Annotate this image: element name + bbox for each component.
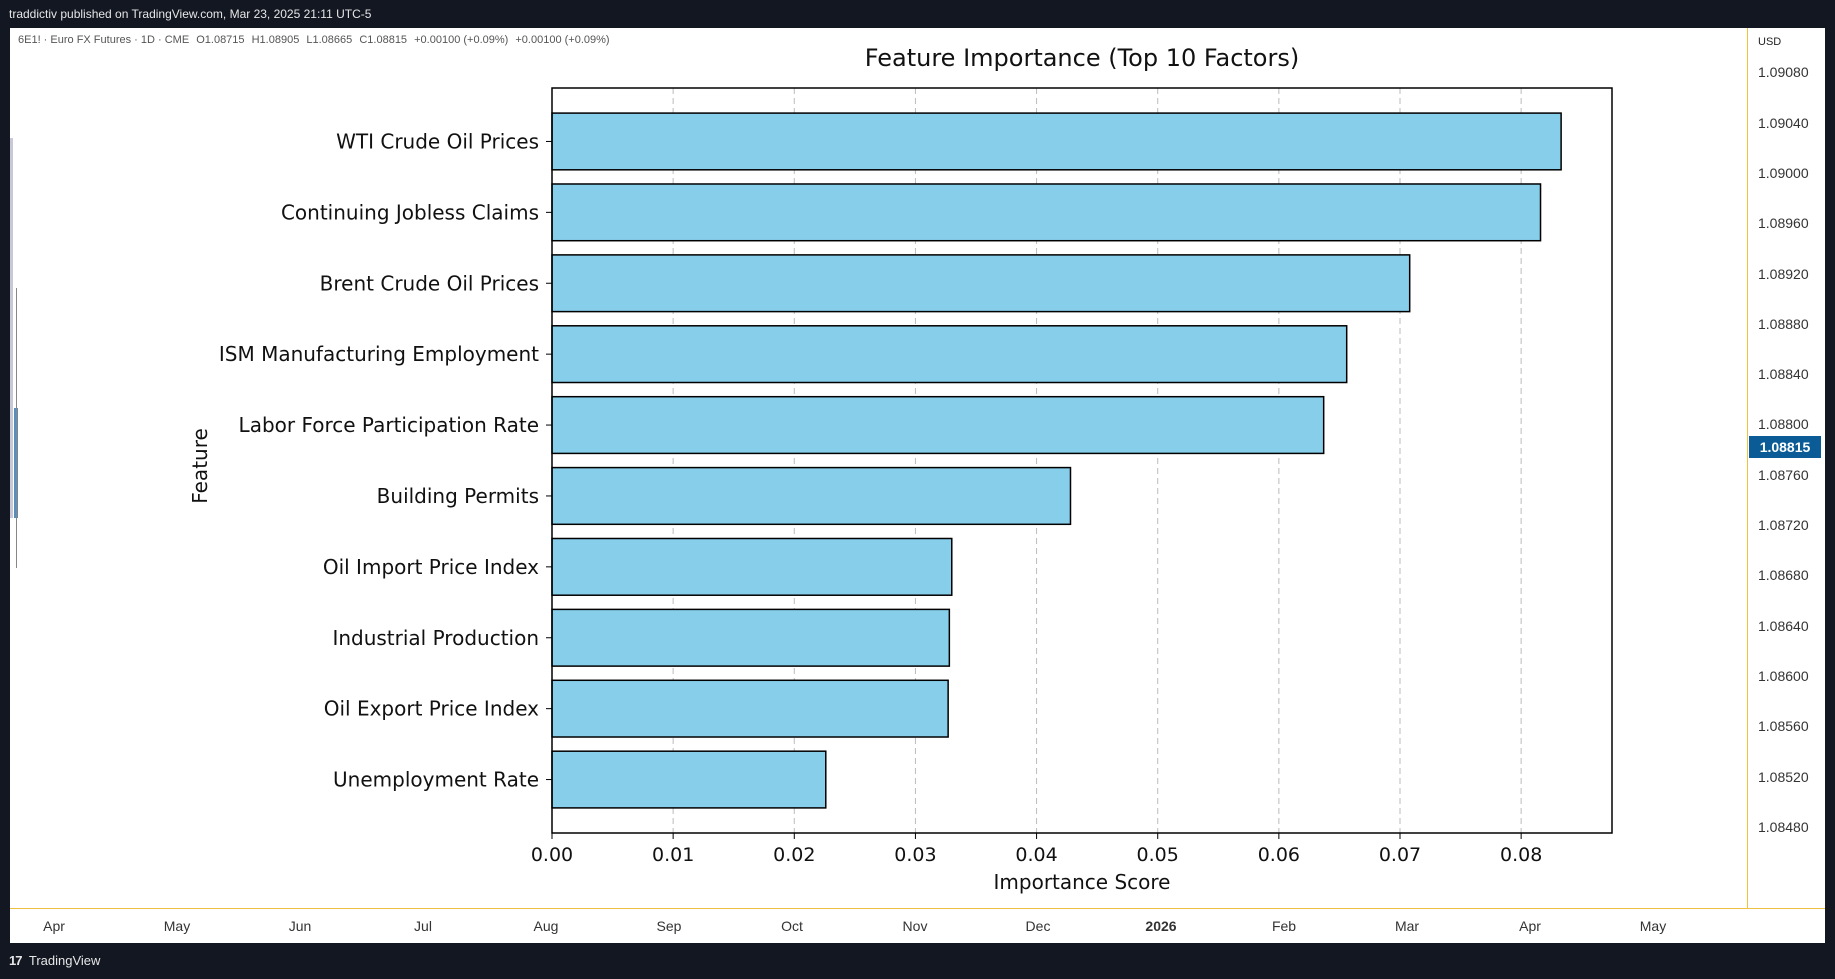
bar (551, 254, 1411, 313)
time-label: Aug (533, 918, 559, 934)
price-scale[interactable]: USD 1.09120 1.09080 1.09040 1.09000 1.08960 1… (1747, 28, 1825, 908)
price-tick-label: 1.08920 (1758, 265, 1809, 282)
brand-name[interactable]: TradingView (28, 953, 101, 968)
time-label: Jun (288, 918, 312, 934)
bar (551, 395, 1325, 455)
bar (551, 466, 1072, 526)
x-tick-label: 0.06 (1258, 844, 1300, 866)
time-label: Jul (414, 918, 432, 934)
tradingview-logo-icon[interactable]: 17 (9, 953, 23, 968)
category-label: Oil Import Price Index (323, 555, 539, 579)
x-tick-label: 0.04 (1015, 844, 1057, 866)
change-value: +0.00100 (+0.09%) (414, 34, 509, 46)
x-tick-label: 0.07 (1379, 844, 1421, 866)
x-tick-label: 0.03 (894, 844, 936, 866)
bar (551, 183, 1542, 242)
chart-title: Feature Importance (Top 10 Factors) (865, 44, 1299, 72)
symbol-legend: 6E1! · Euro FX Futures · 1D · CME O1.087… (18, 34, 614, 46)
bar (551, 750, 827, 809)
x-tick-labels: 0.00 0.01 0.02 0.03 0.04 0.05 0.06 0.07 0.08 (531, 833, 1542, 866)
symbol-name[interactable]: 6E1! · Euro FX Futures · 1D · CME (18, 34, 190, 46)
time-label: Oct (781, 918, 803, 934)
price-tick-label: 1.08480 (1758, 818, 1809, 835)
time-label: May (1639, 918, 1667, 934)
bar (551, 537, 953, 596)
time-label: Apr (1519, 918, 1541, 934)
category-label: Labor Force Participation Rate (239, 413, 539, 437)
price-tick-label: 1.08560 (1758, 718, 1809, 735)
x-tick-label: 0.02 (773, 844, 815, 866)
bars (551, 112, 1562, 809)
time-label: Apr (43, 918, 65, 934)
price-tick-label: 1.08800 (1758, 416, 1809, 433)
x-tick-label: 0.05 (1137, 844, 1179, 866)
current-price-badge: 1.08815 (1749, 436, 1821, 458)
x-tick-label: 0.08 (1500, 844, 1542, 866)
category-labels: WTI Crude Oil Prices Continuing Jobless C… (219, 129, 552, 792)
price-tick-label: 1.09000 (1758, 164, 1809, 181)
y-axis-label: Feature (188, 428, 212, 504)
x-tick-label: 0.00 (531, 844, 573, 866)
price-tick-label: 1.08520 (1758, 768, 1809, 785)
bar (551, 325, 1348, 384)
time-label: 2026 (1145, 918, 1177, 934)
publish-line: traddictiv published on TradingView.com,… (9, 7, 372, 21)
price-tick-label: 1.09040 (1758, 114, 1809, 131)
price-tick-label: 1.08880 (1758, 315, 1809, 332)
category-label: Building Permits (377, 484, 539, 508)
price-tick-label: 1.08720 (1758, 517, 1809, 533)
price-tick-label: 1.08680 (1758, 567, 1809, 584)
plot-area-frame (551, 87, 1613, 834)
footer-bar: 17 TradingView (0, 943, 1835, 979)
ohlc-low: L1.08665 (306, 34, 353, 46)
price-tick-label: 1.08960 (1758, 215, 1809, 232)
bar (551, 112, 1562, 171)
category-label: Oil Export Price Index (324, 697, 539, 721)
time-axis[interactable]: Apr May Jun Jul Aug Sep Oct Nov Dec 2026 Feb Mar Apr… (10, 908, 1825, 943)
bar (551, 608, 951, 667)
time-label: Mar (1394, 918, 1420, 934)
change-value-secondary: +0.00100 (+0.09%) (515, 34, 610, 46)
time-label: Feb (1271, 918, 1297, 934)
category-label: Continuing Jobless Claims (281, 200, 539, 224)
price-tick-label: 1.08840 (1758, 366, 1809, 383)
category-label: Unemployment Rate (333, 768, 539, 792)
x-axis-label: Importance Score (994, 870, 1171, 894)
price-tick-label: 1.08600 (1758, 667, 1809, 684)
currency-label: USD (1758, 36, 1782, 48)
price-tick-label: 1.09080 (1758, 64, 1809, 81)
chart-frame[interactable]: 6E1! · Euro FX Futures · 1D · CME O1.087… (10, 28, 1825, 943)
feature-importance-chart: Feature Importance (Top 10 Factors) WTI … (188, 44, 1613, 894)
time-label: Dec (1025, 918, 1051, 934)
ohlc-open: O1.08715 (196, 34, 245, 46)
ohlc-high: H1.08905 (251, 34, 300, 46)
side-volume-marks (10, 138, 18, 568)
category-label: Brent Crude Oil Prices (320, 271, 539, 295)
time-label: May (163, 918, 191, 934)
price-tick-label: 1.09120 (1758, 28, 1809, 30)
time-label: Sep (656, 918, 682, 934)
category-label: ISM Manufacturing Employment (219, 342, 539, 366)
ohlc-close: C1.08815 (359, 34, 408, 46)
publish-header: traddictiv published on TradingView.com,… (0, 0, 1835, 28)
category-label: WTI Crude Oil Prices (336, 129, 539, 153)
x-tick-label: 0.01 (652, 844, 694, 866)
bar (551, 679, 949, 738)
category-label: Industrial Production (332, 626, 539, 650)
price-tick-label: 1.08640 (1758, 617, 1809, 634)
time-label: Nov (902, 918, 928, 934)
price-tick-label: 1.08760 (1758, 466, 1809, 483)
